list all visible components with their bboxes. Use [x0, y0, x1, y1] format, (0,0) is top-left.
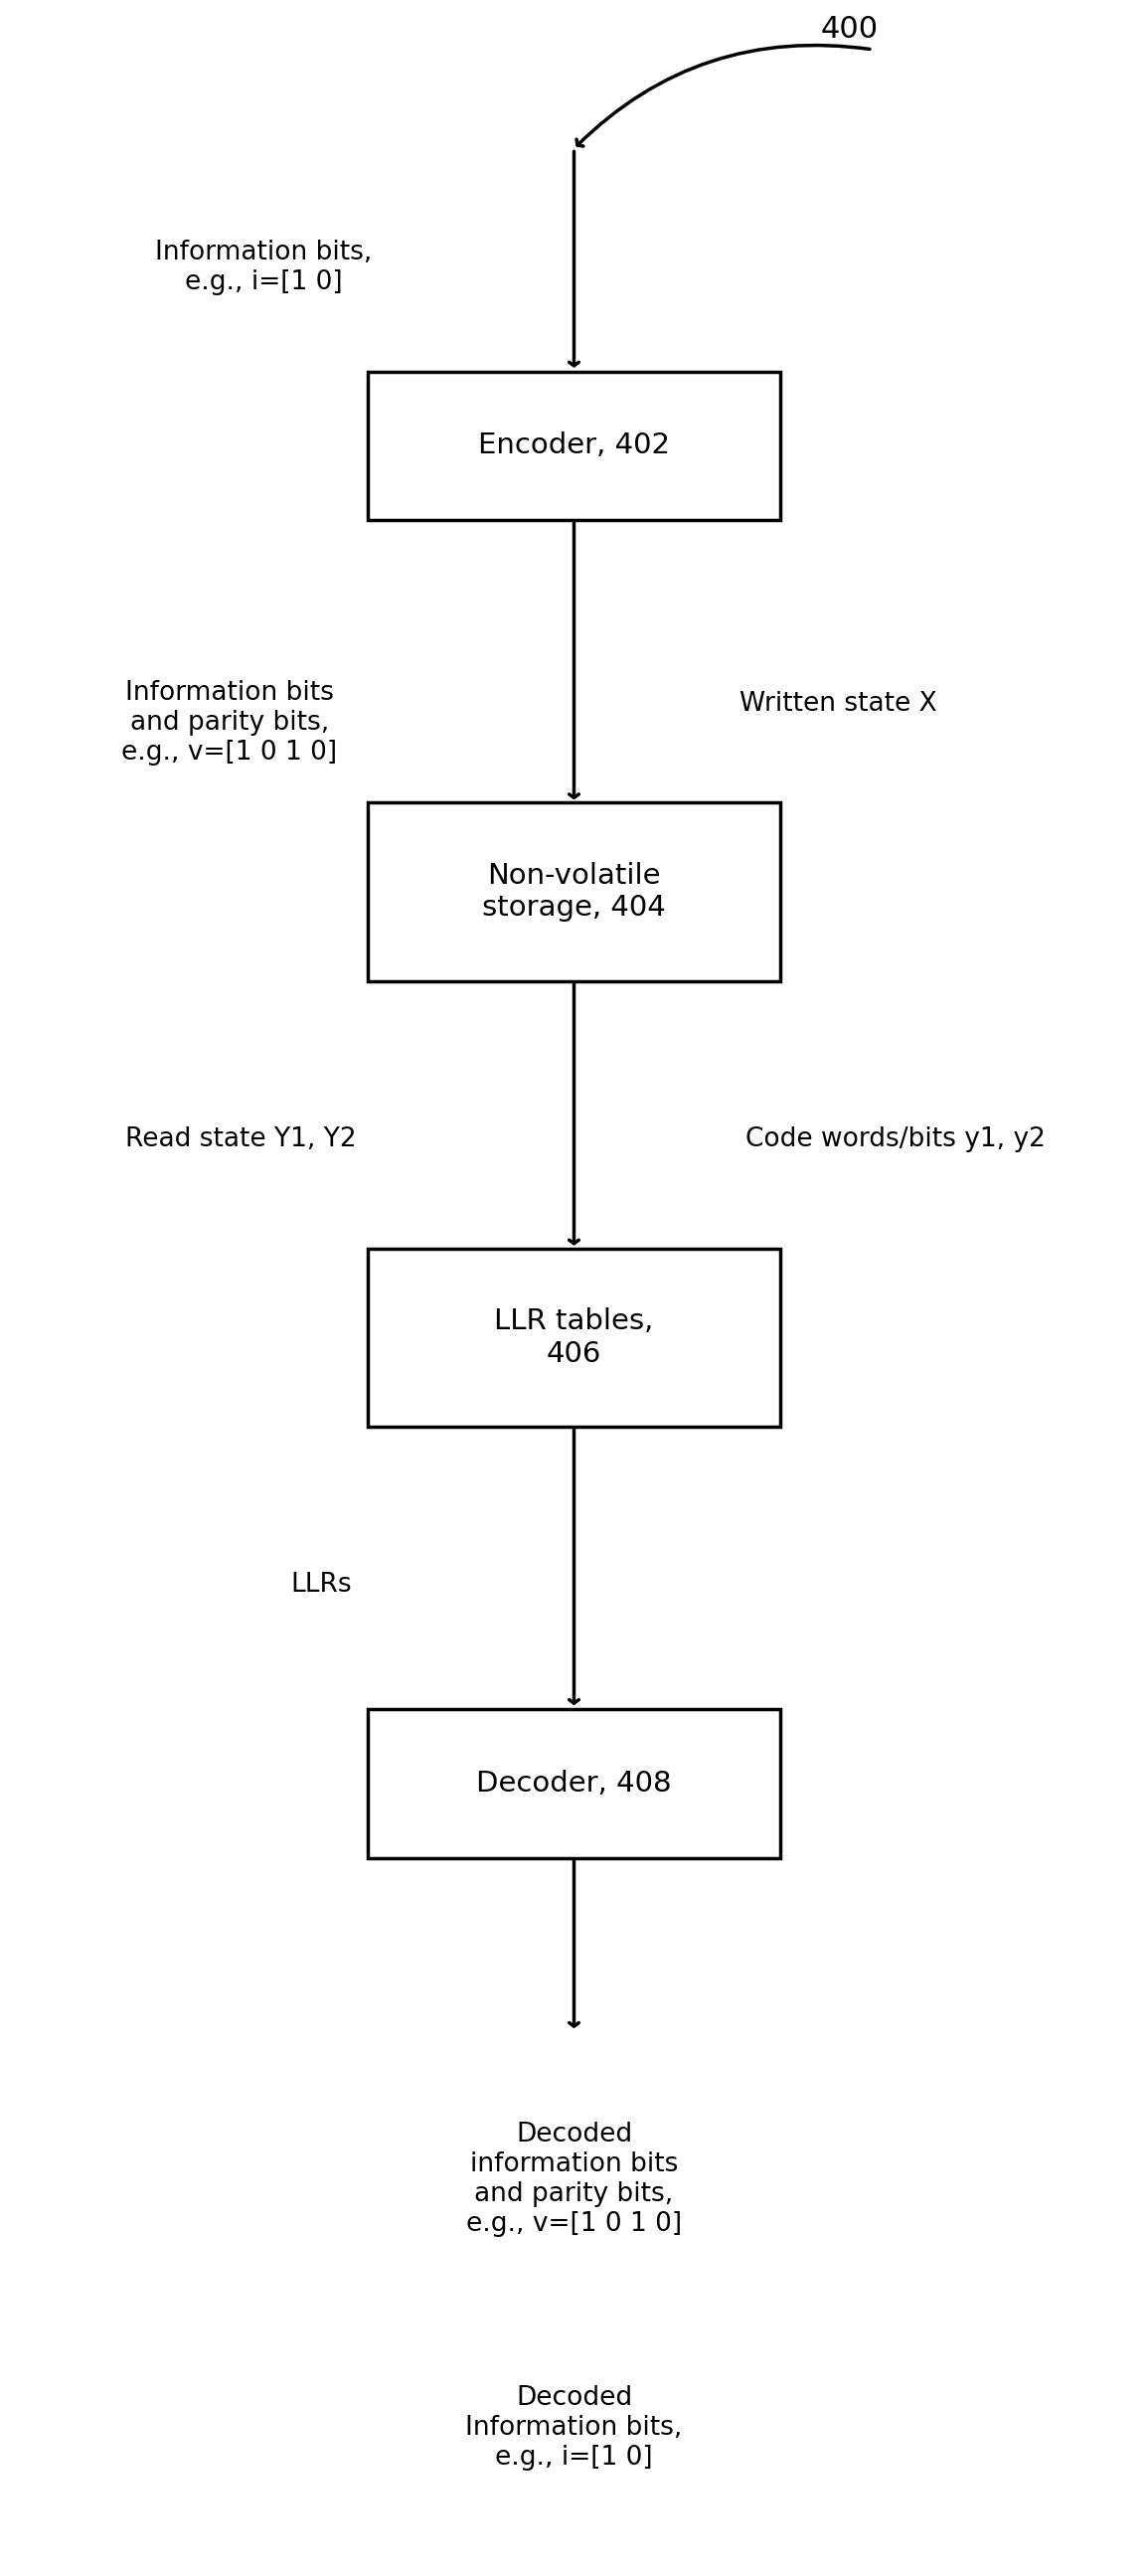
Text: Read state Y1, Y2: Read state Y1, Y2: [125, 1126, 357, 1151]
Text: LLR tables,
406: LLR tables, 406: [495, 1309, 653, 1368]
Bar: [367, 804, 781, 981]
Text: Information bits
and parity bits,
e.g., v=[1 0 1 0]: Information bits and parity bits, e.g., …: [122, 680, 338, 765]
Text: Information bits,
e.g., i=[1 0]: Information bits, e.g., i=[1 0]: [155, 240, 373, 296]
Text: Decoder, 408: Decoder, 408: [476, 1770, 672, 1798]
Text: Decoded
Information bits,
e.g., i=[1 0]: Decoded Information bits, e.g., i=[1 0]: [465, 2385, 683, 2470]
Text: LLRs: LLRs: [290, 1571, 352, 1597]
Text: Decoded
information bits
and parity bits,
e.g., v=[1 0 1 0]: Decoded information bits and parity bits…: [466, 2123, 682, 2239]
Text: Encoder, 402: Encoder, 402: [478, 433, 670, 459]
Text: Written state X: Written state X: [739, 690, 937, 716]
Bar: [367, 371, 781, 520]
Text: Code words/bits y1, y2: Code words/bits y1, y2: [745, 1126, 1046, 1151]
Text: Non-volatile
storage, 404: Non-volatile storage, 404: [482, 860, 666, 922]
Bar: [367, 1249, 781, 1427]
Text: 400: 400: [821, 15, 878, 44]
Bar: [367, 1708, 781, 1857]
